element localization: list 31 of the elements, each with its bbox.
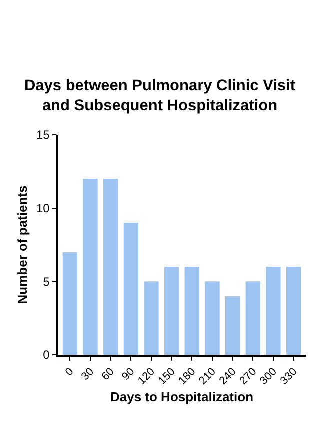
bar bbox=[83, 179, 98, 355]
x-tick-label: 90 bbox=[120, 366, 138, 384]
x-tick-label: 210 bbox=[197, 366, 218, 388]
x-tick-label: 270 bbox=[238, 366, 260, 388]
y-tick-label: 0 bbox=[43, 348, 50, 362]
y-tick-label: 10 bbox=[36, 202, 50, 216]
bar bbox=[124, 223, 138, 355]
bar bbox=[104, 179, 118, 355]
x-tick-label: 180 bbox=[176, 366, 198, 388]
bar bbox=[246, 282, 260, 355]
bar bbox=[205, 282, 220, 355]
x-axis-title: Days to Hospitalization bbox=[110, 390, 254, 405]
y-axis-title: Number of patients bbox=[14, 186, 30, 304]
x-tick-label: 150 bbox=[156, 366, 178, 388]
x-tick-label: 330 bbox=[278, 366, 300, 388]
x-tick-label: 240 bbox=[217, 366, 239, 388]
x-tick-label: 120 bbox=[136, 366, 158, 388]
y-tick-label: 15 bbox=[36, 128, 50, 142]
bar bbox=[286, 267, 302, 355]
bar bbox=[62, 252, 78, 355]
chart-title: Days between Pulmonary Clinic Visit and Subsequent Hospitalization bbox=[24, 77, 296, 114]
x-tick-label: 300 bbox=[258, 366, 280, 388]
bar bbox=[226, 296, 240, 355]
x-tick-label: 30 bbox=[79, 366, 97, 384]
bar bbox=[184, 267, 200, 355]
bar bbox=[144, 282, 159, 355]
bar bbox=[164, 267, 180, 355]
x-tick-label: 60 bbox=[100, 366, 117, 384]
bar bbox=[266, 267, 281, 355]
x-tick-label: 0 bbox=[63, 366, 76, 379]
y-tick-label: 5 bbox=[43, 274, 50, 289]
